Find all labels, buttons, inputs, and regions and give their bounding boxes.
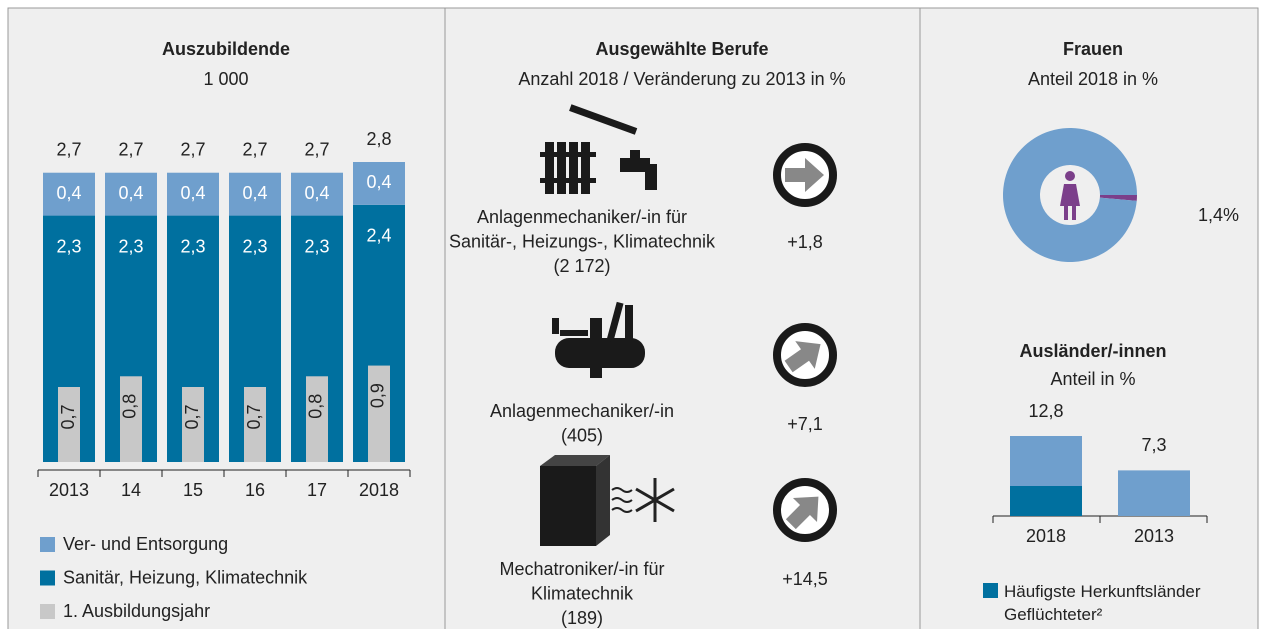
change-arrow <box>777 327 833 383</box>
profession-name: Sanitär-, Heizungs-, Klimatechnik <box>449 231 716 251</box>
value-label: 0,4 <box>118 183 143 203</box>
legend-swatch <box>40 571 55 586</box>
value-label: 0,9 <box>368 383 388 408</box>
chart-title: Ausländer/-innen <box>1019 341 1166 361</box>
value-label: 1,4% <box>1198 205 1239 225</box>
value-label: 2,3 <box>56 236 81 256</box>
inner-bar <box>368 366 390 462</box>
legend-label: Sanitär, Heizung, Klimatechnik <box>63 567 308 587</box>
value-label: 2,3 <box>118 236 143 256</box>
x-tick-label: 16 <box>245 480 265 500</box>
chart-subtitle: Anteil 2018 in % <box>1028 69 1158 89</box>
x-tick-label: 15 <box>183 480 203 500</box>
page: Auszubildende 1 000 Ausgewählte Berufe A… <box>0 0 1266 629</box>
value-label: 2,3 <box>304 236 329 256</box>
total-label: 2,8 <box>366 129 391 149</box>
bar-segment <box>1010 486 1082 516</box>
value-label: 0,4 <box>180 183 205 203</box>
chart-subtitle: 1 000 <box>203 69 248 89</box>
total-label: 2,7 <box>118 139 143 159</box>
value-label: 0,8 <box>120 394 140 419</box>
value-label: 2,4 <box>366 226 391 246</box>
profession-count: (405) <box>561 425 603 445</box>
chart-title: Frauen <box>1063 39 1123 59</box>
profession-count: (2 172) <box>553 256 610 276</box>
chart-subtitle: Anteil in % <box>1050 369 1135 389</box>
value-label: 12,8 <box>1028 401 1063 421</box>
total-label: 2,7 <box>242 139 267 159</box>
value-label: 0,4 <box>56 183 81 203</box>
x-tick-label: 2013 <box>49 480 89 500</box>
legend-label: Ver- und Entsorgung <box>63 534 228 554</box>
profession-name: Anlagenmechaniker/-in für <box>477 207 687 227</box>
profession-name: Anlagenmechaniker/-in <box>490 401 674 421</box>
legend-swatch <box>983 583 998 598</box>
profession-change: +1,8 <box>787 232 823 252</box>
value-label: 7,3 <box>1141 435 1166 455</box>
section-title: Ausgewählte Berufe <box>595 39 768 59</box>
profession-count: (189) <box>561 608 603 628</box>
value-label: 2,3 <box>242 236 267 256</box>
x-tick-label: 14 <box>121 480 141 500</box>
profession-change: +14,5 <box>782 569 828 589</box>
x-tick-label: 2018 <box>1026 526 1066 546</box>
x-tick-label: 2018 <box>359 480 399 500</box>
total-label: 2,7 <box>180 139 205 159</box>
x-tick-label: 2013 <box>1134 526 1174 546</box>
chart-title: Auszubildende <box>162 39 290 59</box>
section-subtitle: Anzahl 2018 / Veränderung zu 2013 in % <box>518 69 845 89</box>
value-label: 2,3 <box>180 236 205 256</box>
value-label: 0,7 <box>58 404 78 429</box>
legend-swatch <box>40 604 55 619</box>
value-label: 0,7 <box>244 404 264 429</box>
value-label: 0,7 <box>182 404 202 429</box>
change-arrow <box>777 482 833 538</box>
legend-label: 1. Ausbildungsjahr <box>63 601 210 621</box>
bar <box>1118 470 1190 516</box>
legend-swatch <box>40 537 55 552</box>
total-label: 2,7 <box>56 139 81 159</box>
profession-change: +7,1 <box>787 414 823 434</box>
legend-label: Häufigste Herkunftsländer Geflüchteter² <box>1004 580 1234 626</box>
profession-name: Klimatechnik <box>531 583 634 603</box>
profession-name: Mechatroniker/-in für <box>499 559 664 579</box>
infographic: Auszubildende 1 000 Ausgewählte Berufe A… <box>0 0 1266 629</box>
value-label: 0,4 <box>304 183 329 203</box>
x-tick-label: 17 <box>307 480 327 500</box>
value-label: 0,8 <box>306 394 326 419</box>
value-label: 0,4 <box>366 172 391 192</box>
total-label: 2,7 <box>304 139 329 159</box>
change-arrow <box>777 147 833 203</box>
value-label: 0,4 <box>242 183 267 203</box>
